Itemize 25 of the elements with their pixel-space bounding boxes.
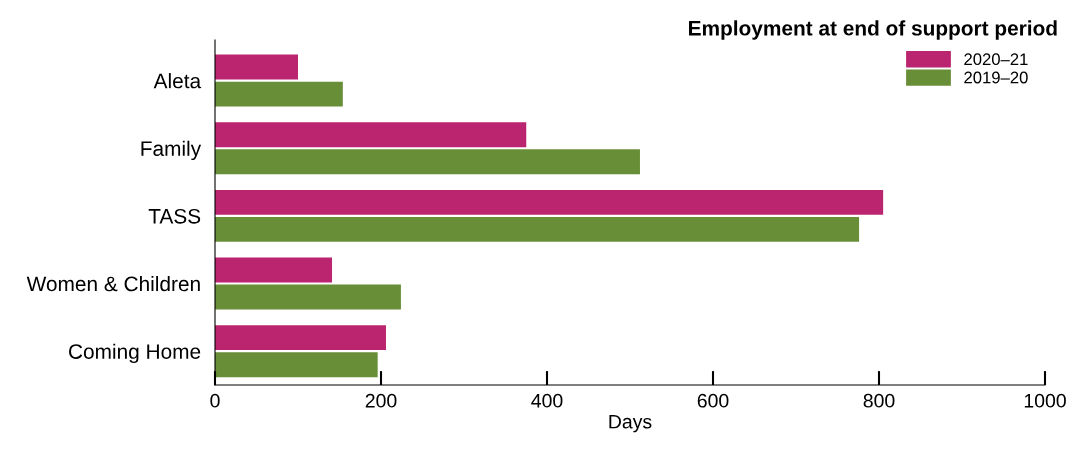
y-tick-label: Family	[141, 140, 202, 161]
y-tick-label: Aleta	[153, 73, 202, 89]
y-tick-label: Coming Home	[69, 343, 201, 364]
x-tick-label: 200	[365, 393, 397, 408]
bar	[215, 149, 640, 175]
bar	[215, 257, 333, 283]
x-tick-label: 800	[863, 393, 895, 408]
x-tick-label: 600	[697, 393, 729, 408]
y-tick-label: TASS	[148, 208, 201, 224]
x-tick-label: 400	[531, 393, 563, 408]
bar	[215, 216, 860, 242]
bar	[215, 284, 401, 310]
legend-label: 2020–21	[964, 53, 1028, 66]
y-tick-label: Women & Children	[26, 275, 200, 292]
bar	[215, 352, 378, 378]
x-tick-label: 0	[210, 393, 220, 408]
legend-label: 2019–20	[964, 71, 1028, 84]
x-tick-label: 1000	[1024, 393, 1066, 408]
bar	[215, 81, 343, 107]
bar	[215, 122, 527, 148]
chart-title: Employment at end of support period	[689, 20, 1057, 40]
x-axis-title: Days	[609, 414, 652, 433]
bar	[215, 325, 386, 351]
bar	[215, 54, 298, 80]
bar	[215, 189, 884, 215]
